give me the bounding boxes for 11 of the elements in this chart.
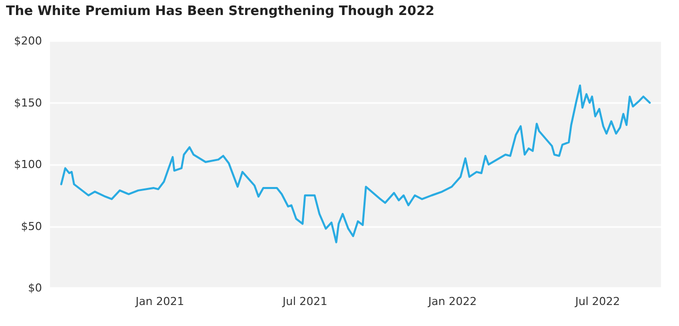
y-tick-label: $150 xyxy=(14,96,42,110)
x-tick-label: Jan 2022 xyxy=(427,295,477,308)
x-tick-label: Jul 2022 xyxy=(574,295,620,308)
line-series xyxy=(60,84,651,244)
chart-title: The White Premium Has Been Strengthening Though 2022 xyxy=(6,4,434,19)
x-tick-label: Jan 2021 xyxy=(134,295,184,308)
x-tick-label: Jul 2021 xyxy=(282,295,328,308)
y-tick-label: $0 xyxy=(28,282,42,294)
y-tick-label: $200 xyxy=(14,34,42,48)
y-tick-label: $50 xyxy=(21,220,42,233)
y-tick-label: $100 xyxy=(14,158,42,171)
